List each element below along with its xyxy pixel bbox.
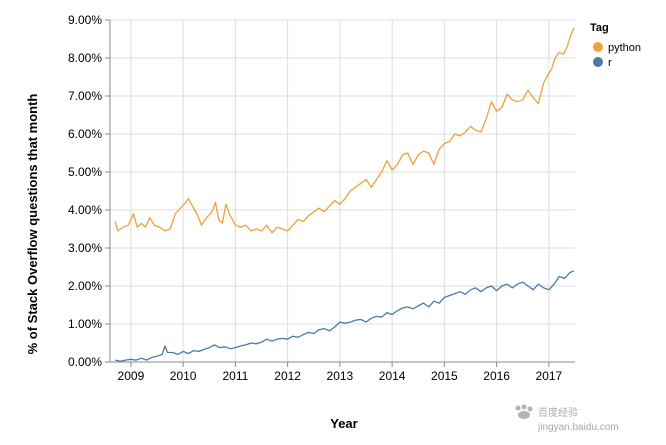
y-tick-label: 2.00% xyxy=(68,279,102,293)
x-tick-label: 2009 xyxy=(118,369,145,383)
x-tick-label: 2016 xyxy=(483,369,510,383)
legend-items: python r xyxy=(593,42,641,69)
legend-symbol-r xyxy=(593,57,603,67)
x-tick-label: 2015 xyxy=(431,369,458,383)
x-axis-ticks: 2009 2010 2011 2012 2013 2014 2015 2016 2017 xyxy=(118,362,563,383)
y-tick-label: 0.00% xyxy=(68,355,102,369)
grid xyxy=(110,19,575,363)
y-tick-label: 6.00% xyxy=(68,127,102,141)
y-tick-label: 7.00% xyxy=(68,89,102,103)
paw-logo-icon xyxy=(515,404,533,419)
y-tick-label: 4.00% xyxy=(68,203,102,217)
series-line-python xyxy=(114,27,575,234)
legend-symbol-python xyxy=(593,42,603,52)
legend-title: Tag xyxy=(590,22,609,34)
y-axis-title: % of Stack Overflow questions that month xyxy=(25,94,40,355)
x-tick-label: 2012 xyxy=(274,369,301,383)
axes xyxy=(109,20,575,363)
y-axis-ticks: 0.00% 1.00% 2.00% 3.00% 4.00% 5.00% 6.00% 7.00%… xyxy=(68,13,110,369)
y-tick-label: 1.00% xyxy=(68,317,102,331)
y-tick-label: 5.00% xyxy=(68,165,102,179)
x-tick-label: 2011 xyxy=(222,369,248,383)
baidu-jingyan-watermark: 百度经验 jingyan.baidu.com xyxy=(515,404,619,433)
x-axis-title: Year xyxy=(330,416,357,431)
legend-label-python: python xyxy=(608,42,641,54)
watermark-url: jingyan.baidu.com xyxy=(537,422,619,433)
x-tick-label: 2017 xyxy=(536,369,563,383)
x-tick-label: 2013 xyxy=(327,369,354,383)
x-tick-label: 2014 xyxy=(379,369,406,383)
y-tick-label: 8.00% xyxy=(68,51,102,65)
series-line-r xyxy=(115,270,575,362)
series-lines xyxy=(114,27,575,362)
watermark-brand: 百度经验 xyxy=(538,406,578,419)
legend: Tag python r xyxy=(590,22,641,69)
y-tick-label: 3.00% xyxy=(68,241,102,255)
y-tick-label: 9.00% xyxy=(68,13,102,27)
legend-label-r: r xyxy=(608,57,612,69)
x-tick-label: 2010 xyxy=(170,369,197,383)
